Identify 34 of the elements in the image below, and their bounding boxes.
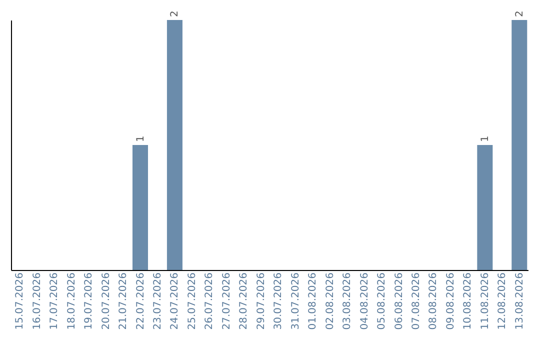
x-tick-label: 20.07.2026 [100,272,112,330]
x-tick-label: 13.08.2026 [514,272,526,330]
x-tick-label: 04.08.2026 [359,272,370,330]
x-tick-label: 26.07.2026 [204,272,216,330]
x-tick-label: 17.07.2026 [49,272,60,330]
x-tick-label: 18.07.2026 [66,272,78,330]
x-tick-label: 05.08.2026 [376,272,388,330]
x-tick-label: 21.07.2026 [118,272,130,330]
x-tick-label: 28.07.2026 [238,272,250,330]
x-tick-label: 25.07.2026 [186,272,198,330]
x-tick-label: 30.07.2026 [273,272,284,330]
x-tick-label: 07.08.2026 [410,272,422,330]
x-tick-label: 09.08.2026 [445,272,456,330]
x-tick-label: 19.07.2026 [84,272,95,330]
data-label: 1 [480,136,491,142]
x-tick-label: 08.08.2026 [428,272,440,330]
x-tick-label: 27.07.2026 [221,272,232,330]
x-tick-label: 24.07.2026 [170,272,181,330]
x-tick-label: 16.07.2026 [32,272,43,330]
x-tick-label: 29.07.2026 [256,272,267,330]
x-tick-label: 22.07.2026 [135,272,146,330]
x-tick-label: 10.08.2026 [462,272,474,330]
x-tick-label: 23.07.2026 [152,272,164,330]
data-label: 2 [170,10,181,17]
x-tick-label: 03.08.2026 [342,272,354,330]
data-label: 2 [514,10,526,17]
x-tick-label: 02.08.2026 [324,272,336,330]
x-tick-label: 11.08.2026 [480,272,491,330]
data-label: 1 [135,136,146,142]
x-tick-label: 15.07.2026 [14,272,26,330]
x-tick-label: 31.07.2026 [290,272,302,330]
x-tick-label: 12.08.2026 [497,272,508,330]
x-tick-label: 06.08.2026 [394,272,405,330]
x-tick-label: 01.08.2026 [308,272,319,330]
